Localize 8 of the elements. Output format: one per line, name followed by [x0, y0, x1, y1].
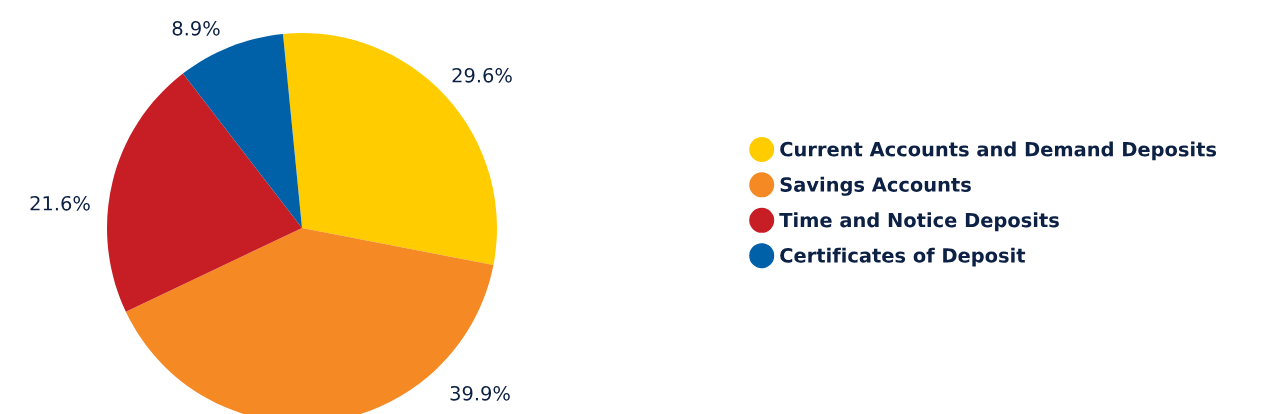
legend-label: Certificates of Deposit: [780, 247, 1026, 267]
legend-label: Time and Notice Deposits: [779, 212, 1059, 232]
data-label: 21.6%: [30, 195, 90, 211]
data-label: 39.9%: [450, 385, 510, 401]
legend-label: Current Accounts and Demand Deposits: [780, 141, 1217, 161]
data-label: 29.6%: [452, 67, 512, 83]
legend-label: Savings Accounts: [780, 176, 971, 196]
data-label: 8.9%: [172, 20, 220, 36]
